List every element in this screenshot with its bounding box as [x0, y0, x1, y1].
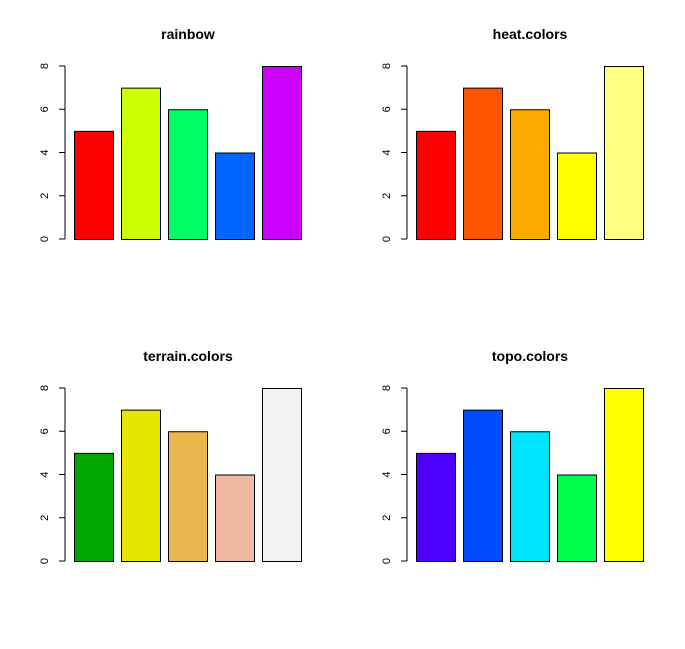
- bar: [121, 87, 161, 240]
- panel-title: terrain.colors: [143, 348, 233, 364]
- bar: [262, 388, 302, 562]
- bar: [604, 388, 644, 562]
- bar: [557, 152, 597, 240]
- y-tick-label: 8: [381, 63, 393, 69]
- bar: [416, 130, 456, 240]
- y-tick-label: 6: [39, 106, 51, 112]
- y-tick-label: 8: [39, 63, 51, 69]
- bar: [74, 452, 114, 562]
- bar: [510, 109, 550, 240]
- y-tick-label: 4: [381, 471, 393, 477]
- y-tick-label: 8: [39, 385, 51, 391]
- y-tick-label: 6: [381, 106, 393, 112]
- bar-panel-4: topo.colors 0 2 4 6 8: [381, 348, 644, 564]
- bar: [416, 452, 456, 562]
- bar-panel-3: terrain.colors 0 2 4 6 8: [39, 348, 302, 564]
- y-tick-label: 6: [381, 428, 393, 434]
- y-tick-label: 0: [381, 236, 393, 242]
- y-tick-label: 4: [39, 471, 51, 477]
- panel-title: topo.colors: [492, 348, 568, 364]
- bar: [463, 87, 503, 240]
- bar: [74, 130, 114, 240]
- y-tick-label: 6: [39, 428, 51, 434]
- bar: [215, 152, 255, 240]
- bar: [262, 66, 302, 240]
- panel-title: rainbow: [161, 26, 215, 42]
- bar: [215, 474, 255, 562]
- y-tick-label: 2: [381, 193, 393, 199]
- y-tick-label: 4: [381, 149, 393, 155]
- y-tick-label: 2: [39, 193, 51, 199]
- bar-panel-1: rainbow 0 2 4 6 8: [39, 26, 302, 242]
- y-tick-label: 2: [39, 515, 51, 521]
- y-tick-label: 2: [381, 515, 393, 521]
- bar: [168, 431, 208, 562]
- y-tick-label: 4: [39, 149, 51, 155]
- bar: [557, 474, 597, 562]
- bar-panel-2: heat.colors 0 2 4 6 8: [381, 26, 644, 242]
- y-tick-label: 0: [381, 558, 393, 564]
- y-tick-label: 0: [39, 558, 51, 564]
- bar: [510, 431, 550, 562]
- panel-title: heat.colors: [493, 26, 568, 42]
- y-tick-label: 8: [381, 385, 393, 391]
- bar: [121, 409, 161, 562]
- bar: [604, 66, 644, 240]
- bar: [168, 109, 208, 240]
- bar: [463, 409, 503, 562]
- y-tick-label: 0: [39, 236, 51, 242]
